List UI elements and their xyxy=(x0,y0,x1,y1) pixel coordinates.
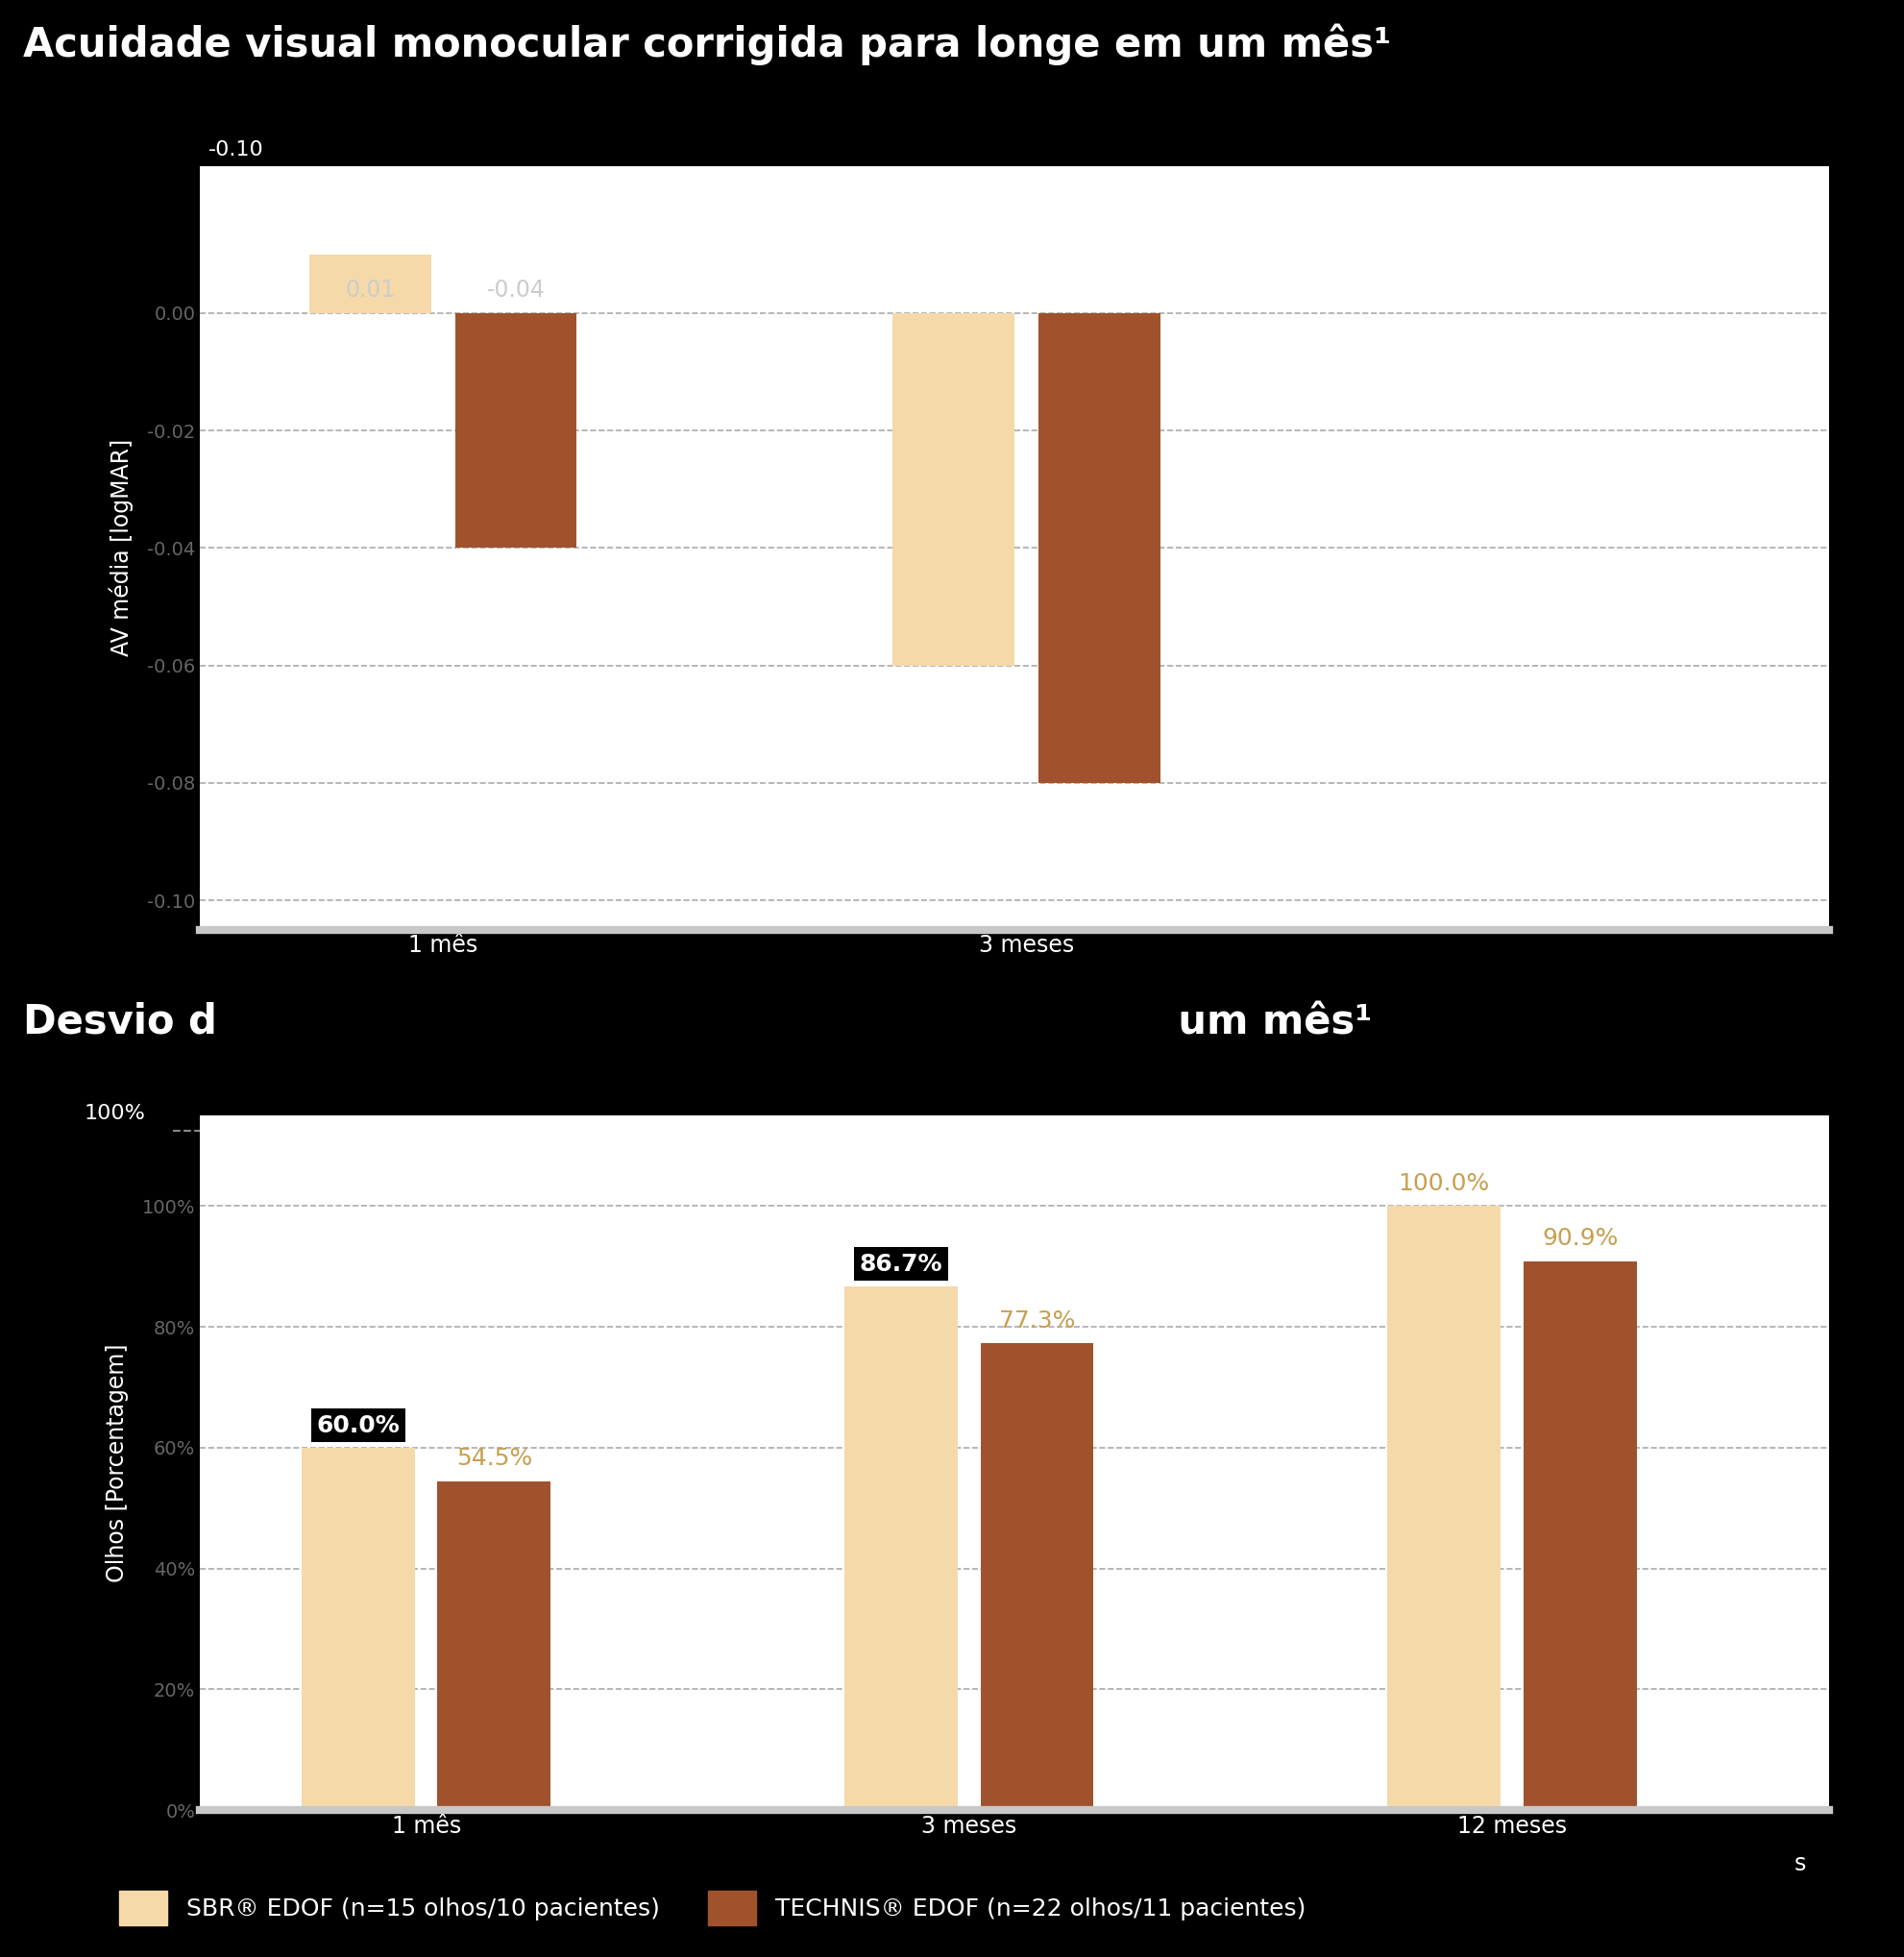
Bar xyxy=(1523,1260,1636,1810)
Text: 90.9%: 90.9% xyxy=(1540,1227,1616,1251)
Bar xyxy=(308,254,430,313)
Bar xyxy=(1386,1206,1500,1810)
Text: 100%: 100% xyxy=(84,1104,147,1123)
Text: -0.04: -0.04 xyxy=(487,278,545,301)
Y-axis label: AV média [logMAR]: AV média [logMAR] xyxy=(109,438,133,658)
Text: 86.7%: 86.7% xyxy=(859,1252,942,1276)
Bar xyxy=(981,1343,1093,1810)
Bar xyxy=(301,1448,415,1810)
Bar xyxy=(438,1481,550,1810)
Text: Acuidade visual monocular corrigida para longe em um mês¹: Acuidade visual monocular corrigida para… xyxy=(23,23,1390,65)
Bar xyxy=(455,313,577,548)
Y-axis label: Olhos [Porcentagem]: Olhos [Porcentagem] xyxy=(105,1344,129,1581)
Legend: SBR® EDOF (n=15 olhos/10 pacientes), TECHNIS® EDOF (n=22 olhos/11 pacientes): SBR® EDOF (n=15 olhos/10 pacientes), TEC… xyxy=(107,1879,1318,1937)
Text: 100.0%: 100.0% xyxy=(1398,1172,1489,1196)
Bar xyxy=(893,313,1013,665)
Text: Desvio d                                                                     um : Desvio d um xyxy=(23,1002,1371,1043)
Text: 77.3%: 77.3% xyxy=(998,1309,1074,1333)
Text: 60.0%: 60.0% xyxy=(316,1413,400,1436)
Bar xyxy=(843,1286,958,1810)
Text: 54.5%: 54.5% xyxy=(455,1446,531,1470)
Text: 0.01: 0.01 xyxy=(345,278,396,301)
Text: s: s xyxy=(1794,1853,1805,1875)
Bar xyxy=(1038,313,1160,783)
Text: -0.10: -0.10 xyxy=(208,141,265,160)
